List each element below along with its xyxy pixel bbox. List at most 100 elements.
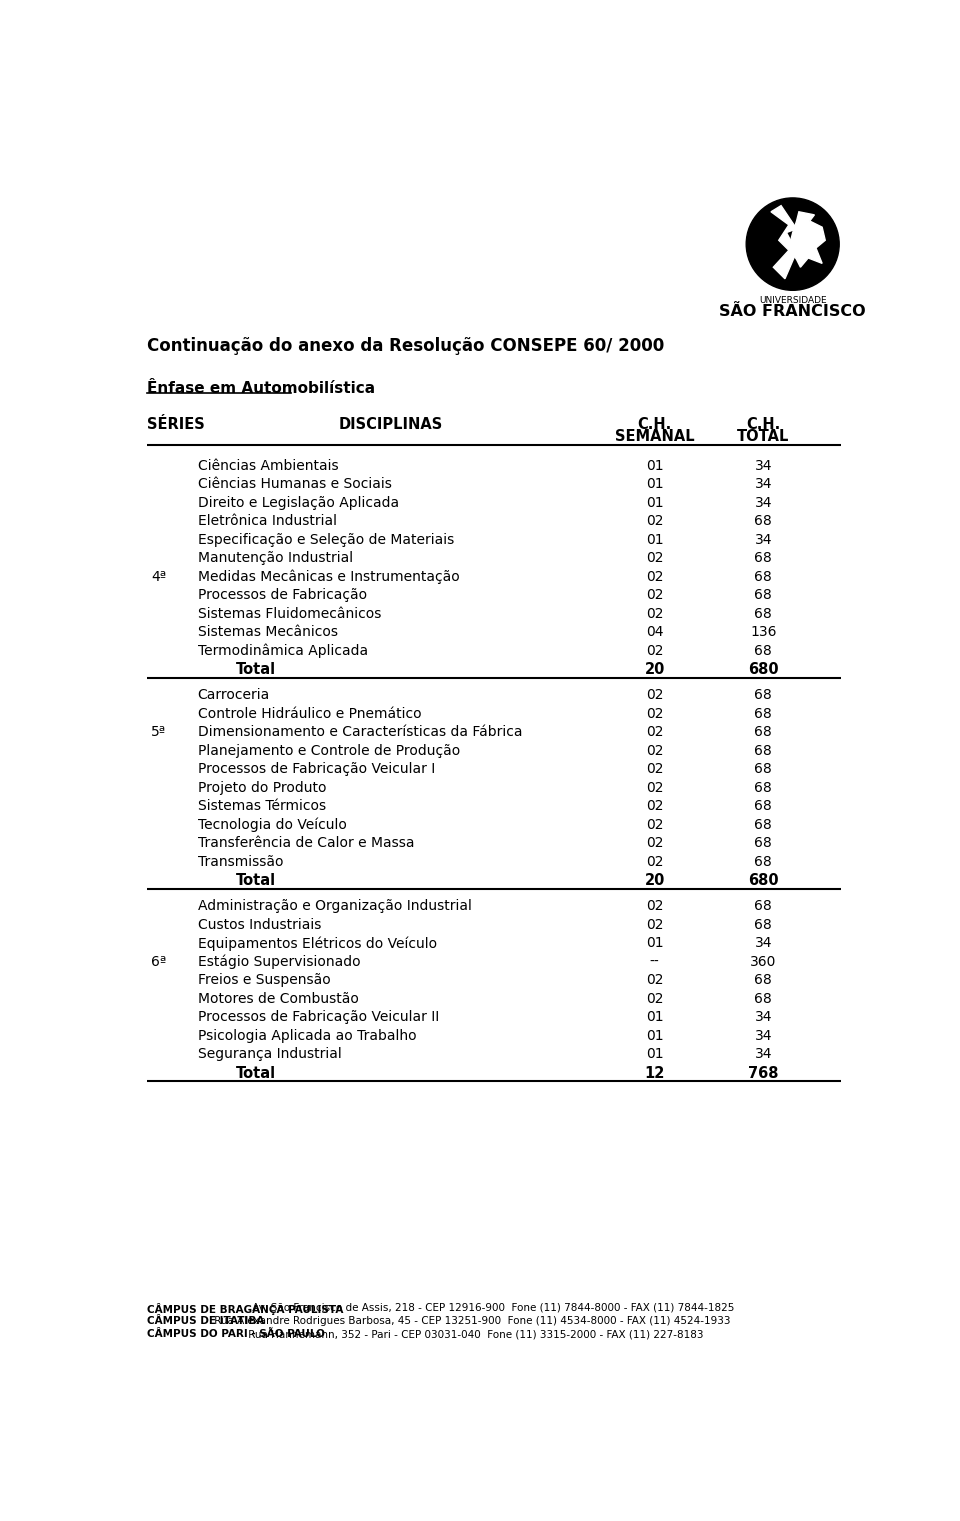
Text: Sistemas Fluidomecânicos: Sistemas Fluidomecânicos — [198, 607, 381, 621]
Text: 02: 02 — [646, 607, 663, 621]
Text: 34: 34 — [755, 532, 772, 548]
Text: CÂMPUS DO PARI - SÃO PAULO: CÂMPUS DO PARI - SÃO PAULO — [147, 1329, 325, 1338]
Text: 01: 01 — [646, 496, 663, 510]
Text: 68: 68 — [755, 589, 772, 602]
Text: 02: 02 — [646, 818, 663, 832]
Text: --: -- — [650, 955, 660, 969]
Text: 01: 01 — [646, 459, 663, 473]
Text: Processos de Fabricação: Processos de Fabricação — [198, 589, 367, 602]
Text: 02: 02 — [646, 707, 663, 721]
Text: Segurança Industrial: Segurança Industrial — [198, 1048, 341, 1062]
Text: 20: 20 — [644, 873, 665, 888]
Text: 768: 768 — [748, 1066, 779, 1081]
Text: Especificação e Seleção de Materiais: Especificação e Seleção de Materiais — [198, 532, 454, 548]
Text: C.H.: C.H. — [746, 417, 780, 432]
Text: CÂMPUS DE BRAGANÇA PAULISTA: CÂMPUS DE BRAGANÇA PAULISTA — [147, 1303, 344, 1314]
Text: Transmissão: Transmissão — [198, 855, 283, 868]
Text: 68: 68 — [755, 570, 772, 584]
Text: Medidas Mecânicas e Instrumentação: Medidas Mecânicas e Instrumentação — [198, 570, 459, 584]
Text: Custos Industriais: Custos Industriais — [198, 917, 321, 932]
Text: 68: 68 — [755, 800, 772, 814]
Text: Administração e Organização Industrial: Administração e Organização Industrial — [198, 899, 471, 914]
Text: Total: Total — [235, 662, 276, 677]
Text: 01: 01 — [646, 532, 663, 548]
Text: 02: 02 — [646, 855, 663, 868]
Text: 68: 68 — [755, 855, 772, 868]
Text: 02: 02 — [646, 917, 663, 932]
Text: Projeto do Produto: Projeto do Produto — [198, 780, 326, 795]
Text: 68: 68 — [755, 780, 772, 795]
Text: Processos de Fabricação Veicular I: Processos de Fabricação Veicular I — [198, 762, 435, 776]
Text: 02: 02 — [646, 514, 663, 528]
Text: 680: 680 — [748, 873, 779, 888]
Text: 68: 68 — [755, 643, 772, 657]
Text: 34: 34 — [755, 937, 772, 951]
Text: 01: 01 — [646, 1010, 663, 1024]
Text: 20: 20 — [644, 662, 665, 677]
Text: 02: 02 — [646, 800, 663, 814]
Text: Continuação do anexo da Resolução CONSEPE 60/ 2000: Continuação do anexo da Resolução CONSEP… — [147, 336, 664, 354]
Text: 34: 34 — [755, 459, 772, 473]
Text: 34: 34 — [755, 1028, 772, 1043]
Polygon shape — [771, 205, 797, 278]
Text: 02: 02 — [646, 837, 663, 850]
Text: Total: Total — [235, 1066, 276, 1081]
Text: 02: 02 — [646, 643, 663, 657]
Text: 12: 12 — [644, 1066, 665, 1081]
Text: Av. São Francisco de Assis, 218 - CEP 12916-900  Fone (11) 7844-8000 - FAX (11) : Av. São Francisco de Assis, 218 - CEP 12… — [249, 1303, 734, 1313]
Text: 02: 02 — [646, 992, 663, 1005]
Text: 02: 02 — [646, 570, 663, 584]
Text: SÃO FRANCISCO: SÃO FRANCISCO — [719, 304, 866, 319]
Text: 01: 01 — [646, 937, 663, 951]
Text: 68: 68 — [755, 973, 772, 987]
Text: 68: 68 — [755, 726, 772, 739]
Text: 68: 68 — [755, 992, 772, 1005]
Text: 04: 04 — [646, 625, 663, 639]
Text: 02: 02 — [646, 689, 663, 703]
Text: Motores de Combustão: Motores de Combustão — [198, 992, 358, 1005]
Text: 01: 01 — [646, 478, 663, 491]
Text: 02: 02 — [646, 589, 663, 602]
Text: 02: 02 — [646, 973, 663, 987]
Text: Termodinâmica Aplicada: Termodinâmica Aplicada — [198, 643, 368, 659]
Text: 680: 680 — [748, 662, 779, 677]
Text: 68: 68 — [755, 744, 772, 757]
Text: 02: 02 — [646, 744, 663, 757]
Text: Freios e Suspensão: Freios e Suspensão — [198, 973, 330, 987]
Text: Equipamentos Elétricos do Veículo: Equipamentos Elétricos do Veículo — [198, 937, 437, 951]
Text: 68: 68 — [755, 689, 772, 703]
Text: 02: 02 — [646, 780, 663, 795]
Text: 34: 34 — [755, 1010, 772, 1024]
Text: 02: 02 — [646, 899, 663, 914]
Text: DISCIPLINAS: DISCIPLINAS — [339, 417, 444, 432]
Text: Sistemas Térmicos: Sistemas Térmicos — [198, 800, 325, 814]
Text: 01: 01 — [646, 1028, 663, 1043]
Text: 5ª: 5ª — [151, 726, 166, 739]
Text: SEMANAL: SEMANAL — [615, 429, 695, 444]
Text: 68: 68 — [755, 837, 772, 850]
Circle shape — [746, 198, 839, 291]
Text: 6ª: 6ª — [151, 955, 166, 969]
Text: Estágio Supervisionado: Estágio Supervisionado — [198, 955, 360, 969]
Text: 4ª: 4ª — [151, 570, 166, 584]
Text: 68: 68 — [755, 707, 772, 721]
Text: 68: 68 — [755, 762, 772, 776]
Text: 360: 360 — [750, 955, 777, 969]
Text: 136: 136 — [750, 625, 777, 639]
Text: Ciências Ambientais: Ciências Ambientais — [198, 459, 338, 473]
Text: 68: 68 — [755, 551, 772, 566]
Text: Carroceria: Carroceria — [198, 689, 270, 703]
Text: 02: 02 — [646, 762, 663, 776]
Text: 68: 68 — [755, 818, 772, 832]
Text: Manutenção Industrial: Manutenção Industrial — [198, 551, 352, 566]
Text: Tecnologia do Veículo: Tecnologia do Veículo — [198, 818, 347, 832]
Text: C.H.: C.H. — [637, 417, 672, 432]
Text: Transferência de Calor e Massa: Transferência de Calor e Massa — [198, 837, 414, 850]
Text: Total: Total — [235, 873, 276, 888]
Text: Processos de Fabricação Veicular II: Processos de Fabricação Veicular II — [198, 1010, 439, 1024]
Text: Rua Hannemann, 352 - Pari - CEP 03031-040  Fone (11) 3315-2000 - FAX (11) 227-81: Rua Hannemann, 352 - Pari - CEP 03031-04… — [245, 1329, 704, 1338]
Text: 02: 02 — [646, 726, 663, 739]
Text: 34: 34 — [755, 478, 772, 491]
Text: 34: 34 — [755, 1048, 772, 1062]
Text: Ciências Humanas e Sociais: Ciências Humanas e Sociais — [198, 478, 392, 491]
